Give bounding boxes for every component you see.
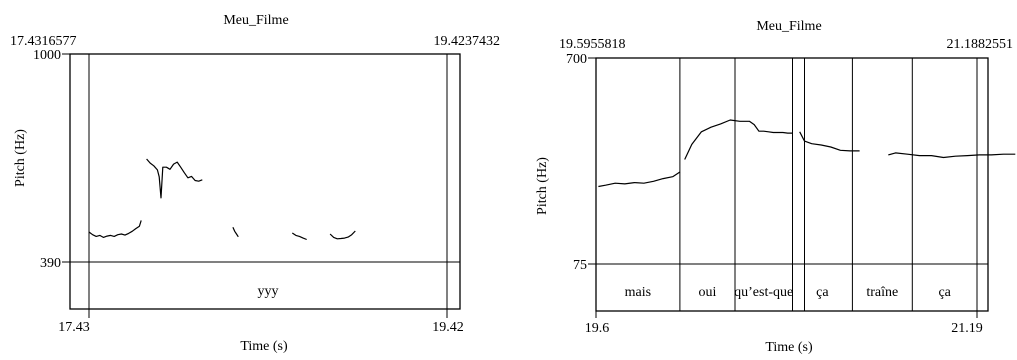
tier-label: mais bbox=[625, 285, 651, 300]
y-tick-label-top: 700 bbox=[566, 52, 587, 67]
x-tick-label-end: 19.42 bbox=[432, 320, 464, 335]
pitch-contour-right bbox=[598, 119, 1016, 188]
pitch-contour-left bbox=[88, 158, 356, 241]
window-start-time: 17.4316577 bbox=[10, 34, 77, 49]
pitch-segment bbox=[888, 152, 1016, 159]
x-tick-label-start: 17.43 bbox=[58, 320, 90, 335]
y-tick-label-tier: 390 bbox=[40, 256, 61, 271]
tier-label: qu’est-que bbox=[734, 285, 793, 300]
window-start-time: 19.5955818 bbox=[559, 37, 626, 52]
pitch-segment bbox=[146, 158, 203, 199]
tier-label: ça bbox=[816, 285, 829, 300]
annotation-tier-right: mais oui qu’est-que ça traîne ça bbox=[625, 285, 952, 300]
pitch-segment bbox=[799, 131, 860, 152]
pitch-segment bbox=[232, 226, 239, 238]
chart-title: Meu_Filme bbox=[756, 19, 821, 34]
tier-label: traîne bbox=[866, 285, 898, 300]
y-tick-label-top: 1000 bbox=[33, 48, 61, 63]
chart-title: Meu_Filme bbox=[223, 13, 288, 28]
pitch-panel-right: Meu_Filme 19.5955818 21.1882551 700 75 P… bbox=[535, 19, 1016, 355]
x-tick-label-start: 19.6 bbox=[585, 321, 610, 336]
pitch-segment bbox=[88, 220, 142, 238]
x-axis-label: Time (s) bbox=[765, 340, 813, 355]
x-tick-label-end: 21.19 bbox=[951, 321, 983, 336]
tier-label: yyy bbox=[258, 284, 279, 299]
x-axis-label: Time (s) bbox=[240, 339, 288, 354]
interval-boundaries-right bbox=[679, 58, 913, 311]
annotation-tier-left: yyy bbox=[258, 284, 279, 299]
pitch-segment bbox=[329, 230, 356, 240]
tier-label: ça bbox=[938, 285, 951, 300]
window-end-time: 21.1882551 bbox=[947, 37, 1014, 52]
tier-label: oui bbox=[698, 285, 716, 300]
y-tick-label-tier: 75 bbox=[573, 258, 587, 273]
pitch-panel-left: Meu_Filme 17.4316577 19.4237432 1000 390… bbox=[10, 13, 500, 354]
y-axis-label: Pitch (Hz) bbox=[535, 157, 550, 215]
pitch-segment bbox=[598, 171, 681, 188]
plot-frame bbox=[69, 53, 461, 310]
y-axis-label: Pitch (Hz) bbox=[13, 129, 28, 187]
pitch-segment bbox=[291, 232, 307, 241]
pitch-segment bbox=[684, 119, 793, 160]
window-end-time: 19.4237432 bbox=[434, 34, 501, 49]
